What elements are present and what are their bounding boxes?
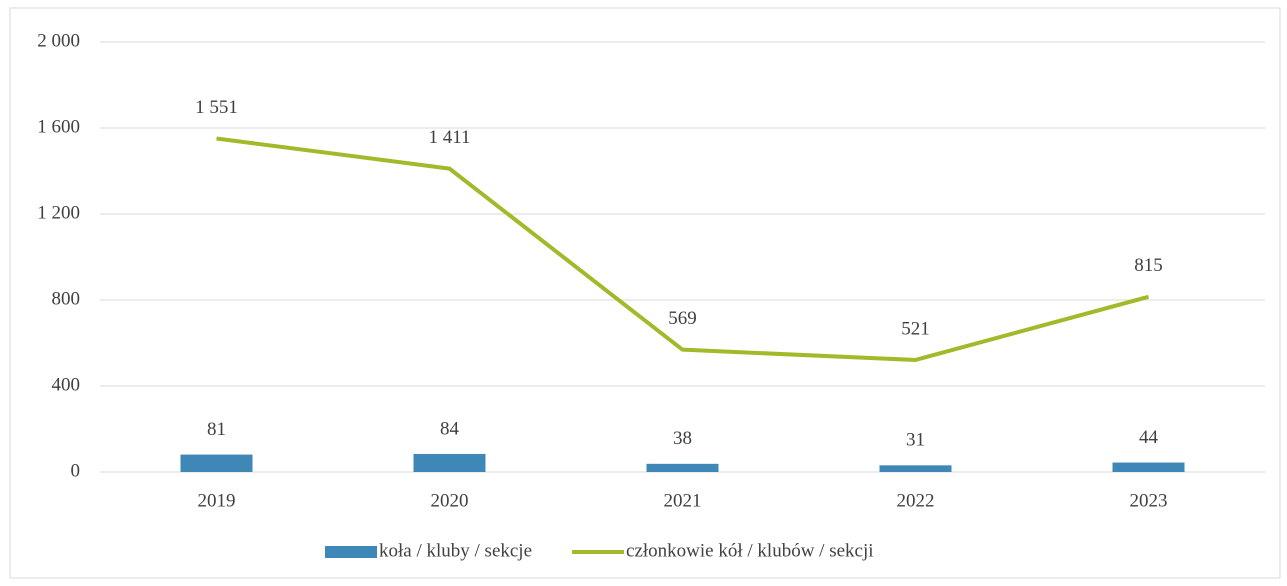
x-tick-label: 2023 (1130, 490, 1168, 511)
y-tick-label: 1 600 (37, 116, 80, 137)
x-tick-label: 2022 (897, 490, 935, 511)
legend-label: członkowie kół / klubów / sekcji (626, 540, 873, 561)
x-tick-label: 2020 (431, 490, 469, 511)
x-tick-label: 2019 (198, 490, 236, 511)
bar (646, 463, 719, 472)
legend-label: koła / kluby / sekcje (379, 540, 532, 561)
bar (180, 454, 253, 472)
data-label: 81 (207, 419, 226, 440)
y-tick-label: 400 (52, 374, 81, 395)
bar (413, 453, 486, 472)
data-label: 815 (1134, 255, 1163, 276)
data-label: 1 411 (428, 127, 470, 148)
y-tick-label: 1 200 (37, 202, 80, 223)
y-tick-label: 2 000 (37, 30, 80, 51)
y-tick-label: 0 (71, 460, 81, 481)
data-label: 38 (673, 428, 692, 449)
data-label: 84 (440, 418, 460, 439)
data-label: 44 (1139, 427, 1159, 448)
data-label: 31 (906, 430, 925, 451)
bar (1112, 462, 1185, 472)
x-tick-label: 2021 (664, 490, 702, 511)
y-tick-label: 800 (52, 288, 81, 309)
data-label: 521 (901, 318, 930, 339)
bar (879, 465, 952, 472)
line (216, 136, 1150, 362)
chart-border (9, 7, 1281, 579)
data-label: 569 (668, 308, 697, 329)
legend-swatch (325, 546, 377, 558)
data-label: 1 551 (195, 97, 238, 118)
